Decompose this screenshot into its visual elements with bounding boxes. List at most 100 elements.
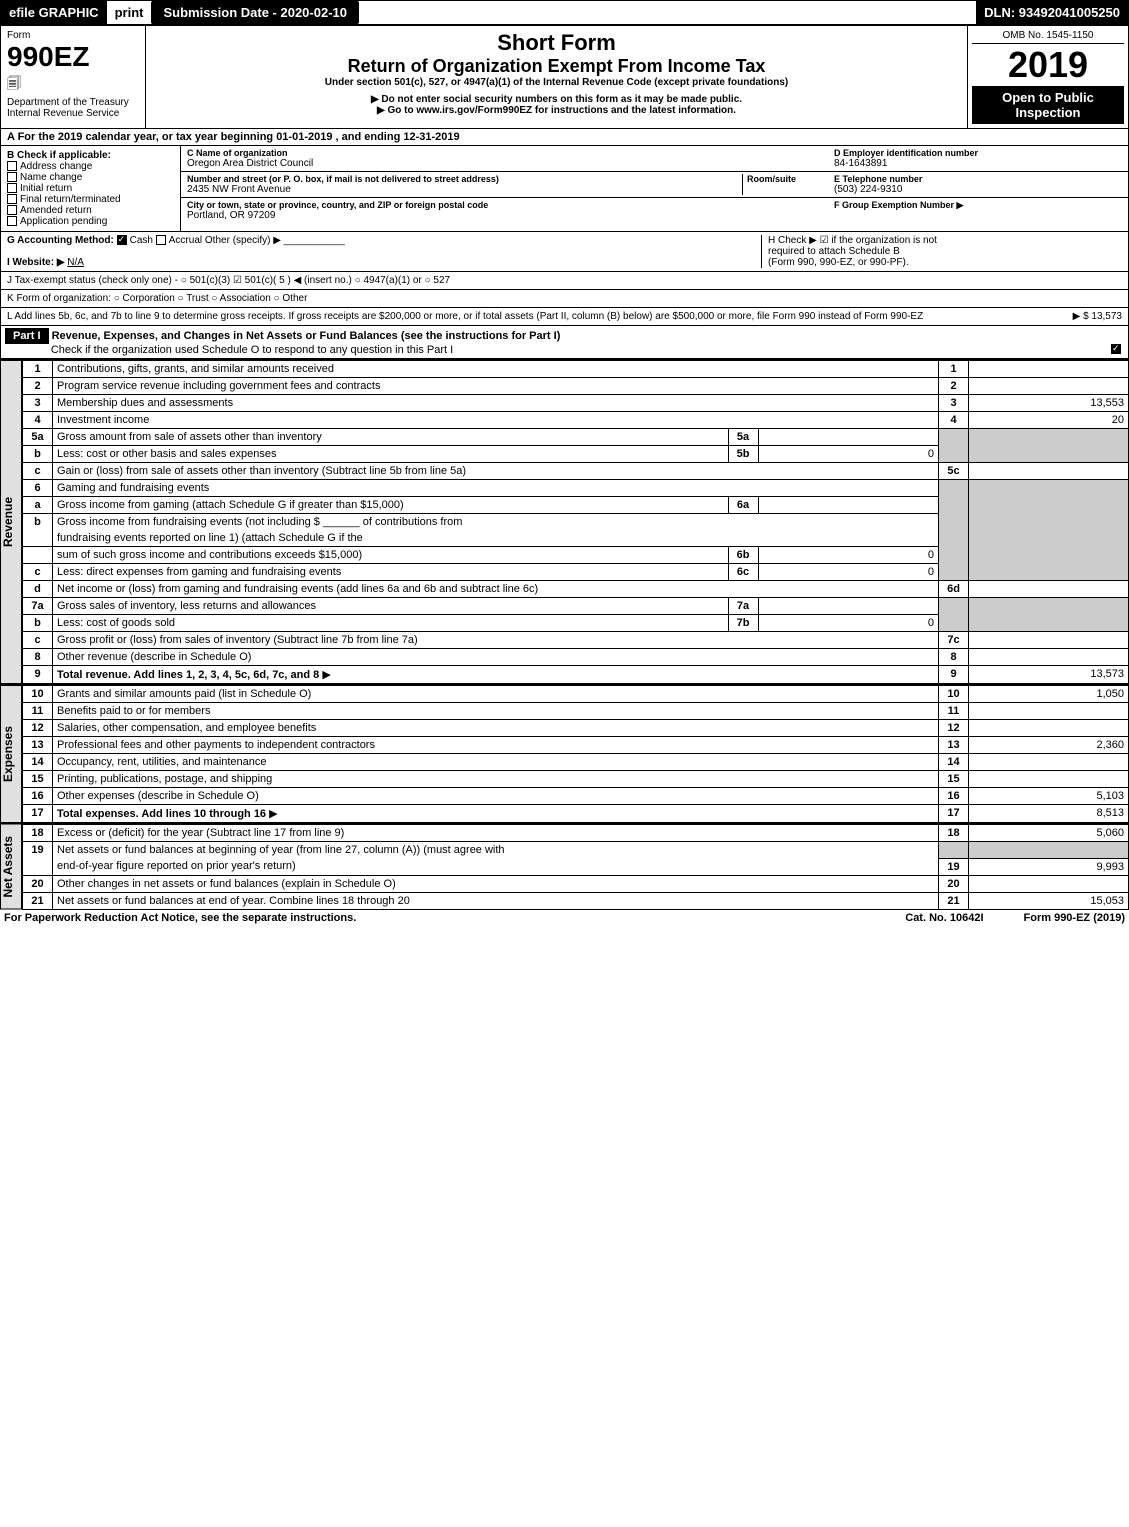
print-button[interactable]: print xyxy=(107,5,152,20)
desc-5c: Gain or (loss) from sale of assets other… xyxy=(57,465,466,477)
expenses-table: 10 Grants and similar amounts paid (list … xyxy=(22,685,1129,823)
dln-number: DLN: 93492041005250 xyxy=(976,1,1128,24)
page-footer: For Paperwork Reduction Act Notice, see … xyxy=(0,910,1129,926)
amt-1 xyxy=(969,361,1129,378)
box-h-line2: required to attach Schedule B xyxy=(768,246,1122,257)
opt-name-change: Name change xyxy=(20,172,82,183)
num-21: 21 xyxy=(939,892,969,909)
period-row: A For the 2019 calendar year, or tax yea… xyxy=(0,129,1129,146)
opt-final-return: Final return/terminated xyxy=(20,194,121,205)
ln-19: 19 xyxy=(23,842,53,876)
addr-label: Number and street (or P. O. box, if mail… xyxy=(187,174,742,184)
ein-value: 84-1643891 xyxy=(834,158,1122,169)
subtitle: Under section 501(c), 527, or 4947(a)(1)… xyxy=(150,77,963,88)
sub-6a: 6a xyxy=(728,497,758,513)
chk-schedule-o[interactable] xyxy=(1111,344,1121,354)
ln-17: 17 xyxy=(23,805,53,823)
ln-14: 14 xyxy=(23,754,53,771)
footer-cat: Cat. No. 10642I xyxy=(905,912,983,924)
num-16: 16 xyxy=(939,788,969,805)
amt-3: 13,553 xyxy=(969,395,1129,412)
website-value: N/A xyxy=(67,257,84,268)
chk-accrual[interactable] xyxy=(156,235,166,245)
ln-6a: a xyxy=(23,497,53,514)
desc-21: Net assets or fund balances at end of ye… xyxy=(57,895,410,907)
chk-pending[interactable] xyxy=(7,216,17,226)
city-label: City or town, state or province, country… xyxy=(187,200,822,210)
num-4: 4 xyxy=(939,412,969,429)
amt-14 xyxy=(969,754,1129,771)
desc-7a: Gross sales of inventory, less returns a… xyxy=(57,600,316,612)
num-20: 20 xyxy=(939,875,969,892)
org-name-label: C Name of organization xyxy=(187,148,822,158)
side-revenue: Revenue xyxy=(0,360,22,684)
desc-19-1: Net assets or fund balances at beginning… xyxy=(57,844,505,856)
ln-21: 21 xyxy=(23,892,53,909)
org-name: Oregon Area District Council xyxy=(187,158,822,169)
efile-button[interactable]: efile GRAPHIC xyxy=(1,1,107,24)
form-number: 990EZ xyxy=(7,41,139,73)
chk-address-change[interactable] xyxy=(7,161,17,171)
desc-17: Total expenses. Add lines 10 through 16 xyxy=(57,808,266,820)
chk-name-change[interactable] xyxy=(7,172,17,182)
accounting-method-label: G Accounting Method: xyxy=(7,235,114,246)
subamt-7b: 0 xyxy=(758,615,938,631)
city-state-zip: Portland, OR 97209 xyxy=(187,210,822,221)
ln-7b: b xyxy=(23,615,53,632)
form-label: Form xyxy=(7,30,139,41)
desc-6: Gaming and fundraising events xyxy=(57,482,209,494)
chk-final-return[interactable] xyxy=(7,194,17,204)
ln-7c: c xyxy=(23,632,53,649)
title-short-form: Short Form xyxy=(150,30,963,56)
ein-label: D Employer identification number xyxy=(834,148,1122,158)
box-b-label: B Check if applicable: xyxy=(7,150,174,161)
amt-21: 15,053 xyxy=(969,892,1129,909)
sub-7b: 7b xyxy=(728,615,758,631)
desc-7b: Less: cost of goods sold xyxy=(57,617,175,629)
num-6d: 6d xyxy=(939,581,969,598)
desc-2: Program service revenue including govern… xyxy=(57,380,380,392)
amt-4: 20 xyxy=(969,412,1129,429)
ln-2: 2 xyxy=(23,378,53,395)
desc-9: Total revenue. Add lines 1, 2, 3, 4, 5c,… xyxy=(57,669,319,681)
sub-5a: 5a xyxy=(728,429,758,445)
amt-15 xyxy=(969,771,1129,788)
goto-link[interactable]: ▶ Go to www.irs.gov/Form990EZ for instru… xyxy=(150,105,963,116)
desc-6a: Gross income from gaming (attach Schedul… xyxy=(57,499,404,511)
desc-15: Printing, publications, postage, and shi… xyxy=(57,773,272,785)
num-5c: 5c xyxy=(939,463,969,480)
desc-12: Salaries, other compensation, and employ… xyxy=(57,722,316,734)
phone-label: E Telephone number xyxy=(834,174,1122,184)
num-15: 15 xyxy=(939,771,969,788)
chk-initial-return[interactable] xyxy=(7,183,17,193)
ln-4: 4 xyxy=(23,412,53,429)
ln-13: 13 xyxy=(23,737,53,754)
num-12: 12 xyxy=(939,720,969,737)
desc-1: Contributions, gifts, grants, and simila… xyxy=(57,363,334,375)
desc-10: Grants and similar amounts paid (list in… xyxy=(57,688,311,700)
num-9: 9 xyxy=(939,666,969,684)
subamt-6c: 0 xyxy=(758,564,938,580)
num-19: 19 xyxy=(939,858,969,875)
sub-6b: 6b xyxy=(728,547,758,563)
form-header: Form 990EZ 🗐 Department of the Treasury … xyxy=(0,25,1129,129)
subamt-5a xyxy=(758,429,938,445)
sub-7a: 7a xyxy=(728,598,758,614)
row-l: L Add lines 5b, 6c, and 7b to line 9 to … xyxy=(0,308,1129,326)
num-7c: 7c xyxy=(939,632,969,649)
ln-5b: b xyxy=(23,446,53,463)
amt-5c xyxy=(969,463,1129,480)
dept-treasury: Department of the Treasury xyxy=(7,97,139,108)
num-10: 10 xyxy=(939,686,969,703)
num-13: 13 xyxy=(939,737,969,754)
amt-10: 1,050 xyxy=(969,686,1129,703)
ln-9: 9 xyxy=(23,666,53,684)
irs-label: Internal Revenue Service xyxy=(7,108,139,119)
side-net-assets: Net Assets xyxy=(0,824,22,910)
top-bar: efile GRAPHIC print Submission Date - 20… xyxy=(0,0,1129,25)
opt-address-change: Address change xyxy=(20,161,92,172)
website-label: I Website: ▶ xyxy=(7,257,65,268)
chk-cash[interactable] xyxy=(117,235,127,245)
footer-pra: For Paperwork Reduction Act Notice, see … xyxy=(4,912,356,924)
chk-amended[interactable] xyxy=(7,205,17,215)
